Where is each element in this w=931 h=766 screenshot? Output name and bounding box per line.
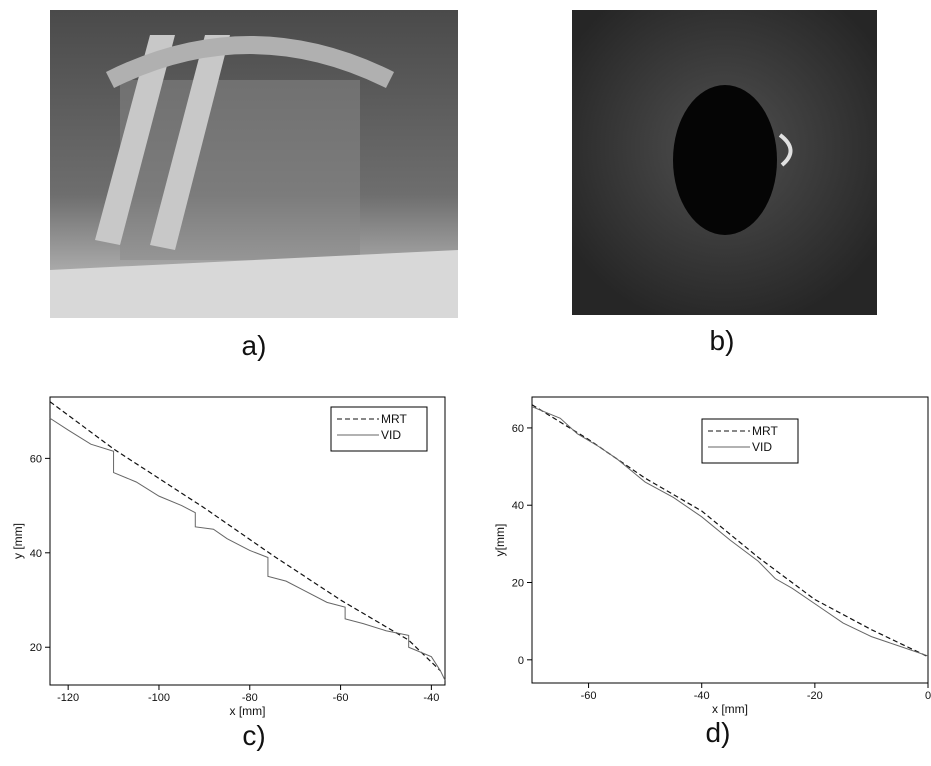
data-line	[531, 406, 929, 657]
x-axis-label: x [mm]	[230, 704, 266, 718]
legend-label: MRT	[752, 424, 778, 438]
y-tick-label: 60	[30, 453, 42, 465]
caption: b)	[710, 325, 735, 356]
legend-box	[701, 418, 799, 464]
data-line	[531, 404, 929, 658]
x-tick-label: -80	[242, 692, 258, 704]
x-tick-label: -100	[148, 692, 170, 704]
x-tick-label: -40	[694, 690, 710, 702]
x-tick-label: -60	[581, 690, 597, 702]
plot-frame	[49, 396, 446, 686]
caption: a)	[242, 330, 267, 361]
x-tick-label: -120	[57, 692, 79, 704]
photo-mri	[572, 10, 877, 315]
y-tick-label: 40	[30, 548, 42, 560]
caption: d)	[706, 717, 731, 748]
y-tick-label: 20	[30, 642, 42, 654]
y-tick-label: 20	[512, 578, 524, 590]
y-tick-label: 60	[512, 423, 524, 435]
y-tick-label: 0	[518, 655, 524, 667]
x-tick-label: -40	[423, 692, 439, 704]
y-axis-label: y [mm]	[11, 523, 25, 559]
x-tick-label: 0	[925, 690, 931, 702]
plot-frame	[531, 396, 929, 684]
y-axis-label: y[mm]	[493, 524, 507, 557]
y-tick-label: 40	[512, 500, 524, 512]
caption: c)	[242, 720, 265, 751]
x-tick-label: -20	[807, 690, 823, 702]
x-tick-label: -60	[333, 692, 349, 704]
legend-label: VID	[381, 428, 401, 442]
legend-label: VID	[752, 440, 772, 454]
legend-label: MRT	[381, 412, 407, 426]
legend-box	[330, 406, 428, 452]
data-line	[49, 417, 446, 681]
photo-phantom	[50, 10, 458, 318]
x-axis-label: x [mm]	[712, 702, 748, 716]
